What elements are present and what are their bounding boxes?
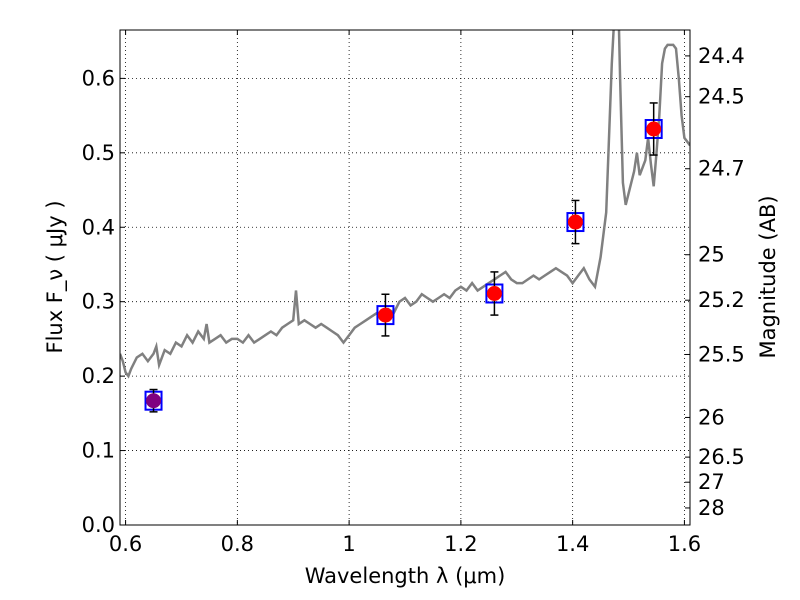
flux-marker (646, 121, 662, 137)
y-tick-label: 0.2 (82, 364, 115, 388)
y2-tick-label: 25 (698, 243, 725, 267)
axes: 0.6 0.8 1 1.2 1.4 1.6 0.0 0.1 0.2 0.3 0.4 0.5 0.6 24.… (82, 30, 745, 556)
flux-marker (146, 393, 162, 409)
y-tick-label: 0.0 (82, 513, 115, 537)
data-point (485, 271, 504, 316)
x-axis-label: Wavelength λ (μm) (305, 564, 506, 588)
flux-marker (567, 214, 583, 230)
x-tick-label: 0.8 (221, 532, 254, 556)
x-tick-label: 1.6 (668, 532, 701, 556)
plot-frame (119, 29, 691, 526)
y-tick-label: 0.6 (82, 66, 115, 90)
y2-tick-label: 28 (698, 496, 725, 520)
model-spectrum (120, 30, 690, 379)
spectrum-line (120, 30, 690, 379)
data-point (644, 102, 663, 156)
y-axis-label: Flux F_ν ( μJy ) (43, 200, 68, 353)
y2-tick-label: 25.5 (698, 342, 745, 366)
data-point (144, 388, 163, 413)
flux-marker (486, 286, 502, 302)
y-tick-label: 0.3 (82, 290, 115, 314)
y2-tick-label: 24.7 (698, 157, 745, 181)
y-tick-label: 0.4 (82, 215, 115, 239)
photometry-points (144, 102, 663, 413)
y2-axis-label: Magnitude (AB) (756, 195, 780, 358)
x-tick-label: 0.6 (109, 532, 142, 556)
grid (120, 30, 690, 526)
data-point (376, 293, 395, 337)
x-tick-label: 1.2 (444, 532, 477, 556)
data-point (566, 199, 585, 245)
y-tick-label: 0.5 (82, 141, 115, 165)
y2-tick-label: 26 (698, 405, 725, 429)
flux-marker (377, 307, 393, 323)
x-tick-label: 1.4 (556, 532, 589, 556)
y2-tick-label: 24.5 (698, 85, 745, 109)
y2-tick-label: 25.2 (698, 288, 745, 312)
y2-tick-label: 27 (698, 470, 725, 494)
y-tick-label: 0.1 (82, 439, 115, 463)
y2-tick-label: 24.4 (698, 44, 745, 68)
y2-tick-label: 26.5 (698, 445, 745, 469)
x-tick-label: 1 (342, 532, 355, 556)
